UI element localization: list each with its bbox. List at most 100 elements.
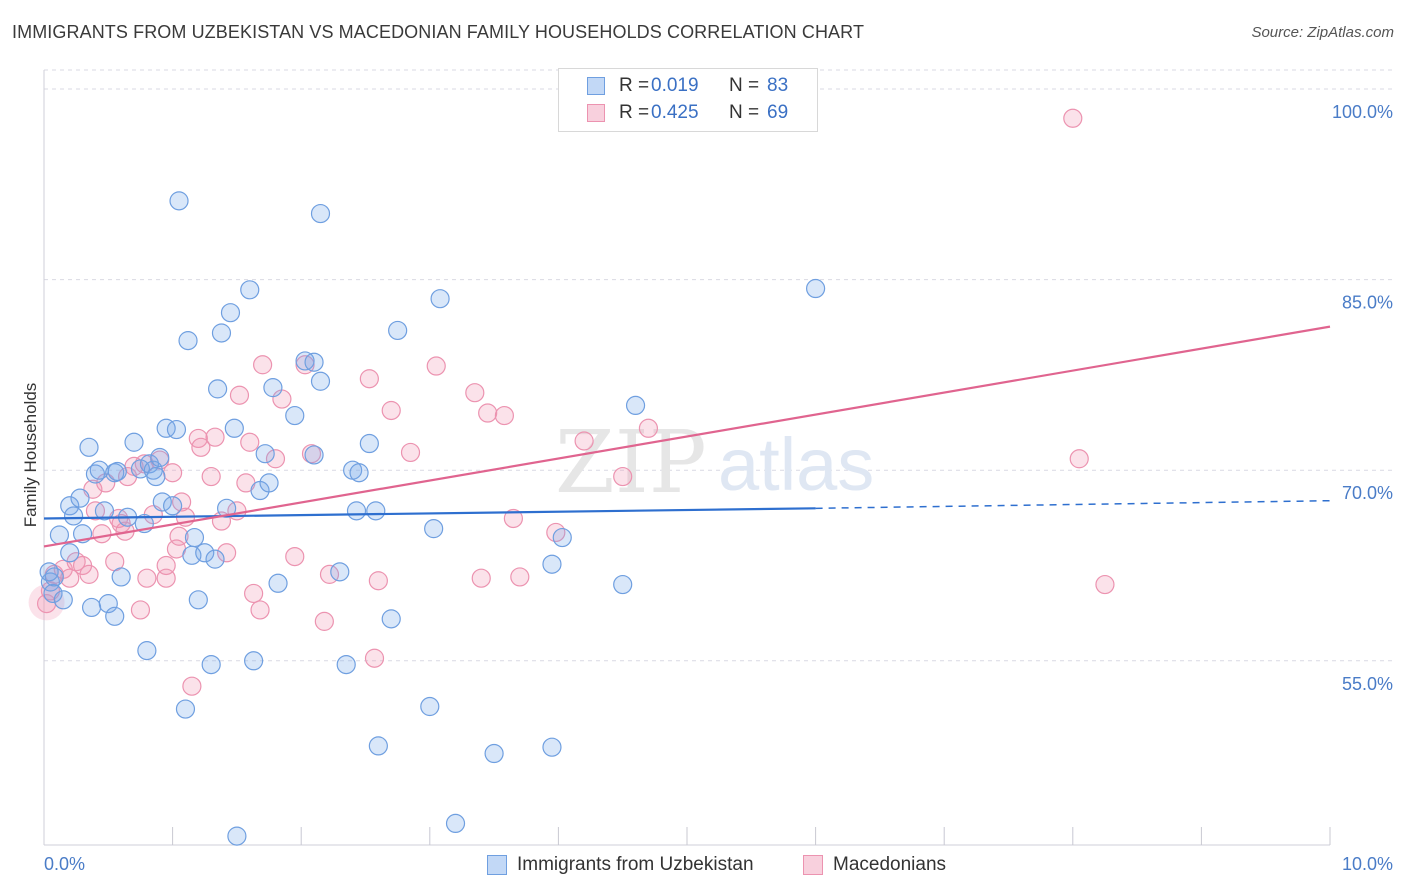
legend-label: Immigrants from Uzbekistan [517, 854, 754, 875]
macedonians-point [60, 568, 80, 588]
macedonians-point [368, 571, 388, 591]
legend-item-uzbekistan[interactable]: Immigrants from Uzbekistan [487, 852, 754, 878]
uzbekistan-point [381, 609, 401, 629]
uzbekistan-point [208, 379, 228, 399]
macedonians-trend-line [43, 325, 1331, 548]
uzbekistan-point [330, 562, 350, 582]
macedonians-point [244, 583, 264, 604]
source-credit: Source: ZipAtlas.com [1251, 24, 1394, 41]
macedonians-point [182, 676, 202, 696]
uzbekistan-point [169, 191, 189, 211]
x-tick-label: 10.0% [1342, 854, 1393, 874]
uzbekistan-point [70, 488, 90, 508]
uzbekistan-point [60, 543, 80, 563]
uzbekistan-point [805, 278, 826, 299]
uzbekistan-point [484, 743, 504, 764]
macedonians-point [79, 564, 99, 584]
uzbekistan-point [107, 461, 127, 482]
uzbekistan-point [625, 395, 646, 416]
macedonians-points [28, 108, 1115, 696]
uzbekistan-point [424, 519, 444, 539]
uzbekistan-point [163, 496, 183, 516]
uzbekistan-point [178, 331, 198, 351]
uzbekistan-point [227, 826, 247, 846]
uzbekistan-point [124, 432, 144, 452]
x-tick-label: 0.0% [44, 854, 85, 874]
r-label: R = [619, 102, 650, 123]
macedonians-point [1095, 574, 1115, 595]
legend-item-macedonians[interactable]: Macedonians [803, 852, 946, 878]
uzbekistan-point [85, 464, 106, 484]
uzbekistan-point [49, 525, 70, 545]
uzbekistan-point [349, 463, 369, 483]
macedonians-point [503, 508, 523, 529]
uzbekistan-point [359, 433, 379, 454]
watermark: ZIP atlas [555, 413, 874, 513]
legend-row-macedonians: R = 0.425 N = 69 [559, 100, 788, 126]
n-value: 69 [767, 102, 789, 123]
macedonians-point [1069, 449, 1089, 469]
uzbekistan-point [542, 737, 562, 757]
macedonians-point [250, 600, 270, 620]
uzbekistan-point [263, 378, 283, 398]
uzbekistan-point [552, 527, 572, 548]
macedonians-point [494, 405, 514, 426]
macedonians-point [205, 427, 225, 447]
uzbekistan-point [188, 590, 208, 610]
macedonians-point [229, 385, 250, 405]
uzbekistan-point [105, 606, 125, 626]
uzbekistan-point [224, 418, 244, 438]
macedonians-point [253, 355, 273, 375]
macedonians-point [546, 522, 566, 543]
n-value: 83 [767, 75, 789, 96]
uzbekistan-point [40, 572, 61, 592]
uzbekistan-point [146, 466, 166, 487]
r-value: 0.019 [651, 75, 699, 96]
macedonians-point [314, 611, 334, 631]
y-tick-label: 55.0% [1342, 674, 1393, 694]
macedonians-point [400, 442, 421, 463]
uzbekistan-point [366, 501, 386, 521]
macedonians-point [265, 449, 286, 469]
watermark-zip: ZIP [555, 413, 707, 513]
macedonians-point-cluster [28, 584, 65, 621]
y-tick-label: 85.0% [1342, 293, 1393, 313]
uzbekistan-point [310, 371, 331, 391]
chart-title: IMMIGRANTS FROM UZBEKISTAN VS MACEDONIAN… [12, 22, 865, 42]
uzbekistan-point [44, 567, 64, 587]
trend-lines [43, 325, 1331, 548]
y-tick-label: 70.0% [1342, 483, 1393, 503]
uzbekistan-trend-extension [815, 499, 1331, 510]
r-value: 0.425 [651, 102, 699, 123]
uzbekistan-point [137, 641, 157, 661]
uzbekistan-point [53, 590, 73, 610]
uzbekistan-point [79, 437, 99, 457]
uzbekistan-point [244, 651, 264, 671]
macedonians-point [240, 432, 260, 452]
uzbekistan-point [156, 418, 176, 438]
macedonians-point [169, 526, 189, 546]
watermark-atlas: atlas [718, 423, 874, 506]
uzbekistan-point [542, 554, 562, 574]
uzbekistan-point [205, 549, 225, 569]
n-label: N = [729, 75, 760, 96]
macedonians-point [381, 400, 401, 421]
uzbekistan-points [39, 191, 826, 846]
uzbekistan-point [285, 405, 305, 426]
uzbekistan-point [346, 501, 367, 521]
uzbekistan-point [613, 574, 633, 595]
macedonians-point [478, 403, 498, 423]
grid-lines [44, 69, 1392, 662]
y-tick-label: 100.0% [1332, 102, 1393, 122]
uzbekistan-point [94, 501, 115, 521]
uzbekistan-point [152, 492, 172, 512]
uzbekistan-point [111, 567, 131, 587]
axes [43, 70, 1331, 846]
blue-swatch-icon [587, 77, 605, 95]
uzbekistan-trend-line [43, 507, 816, 520]
macedonians-point [201, 466, 221, 487]
uzbekistan-point [150, 447, 170, 468]
uzbekistan-point [63, 506, 84, 526]
uzbekistan-point [60, 496, 80, 516]
